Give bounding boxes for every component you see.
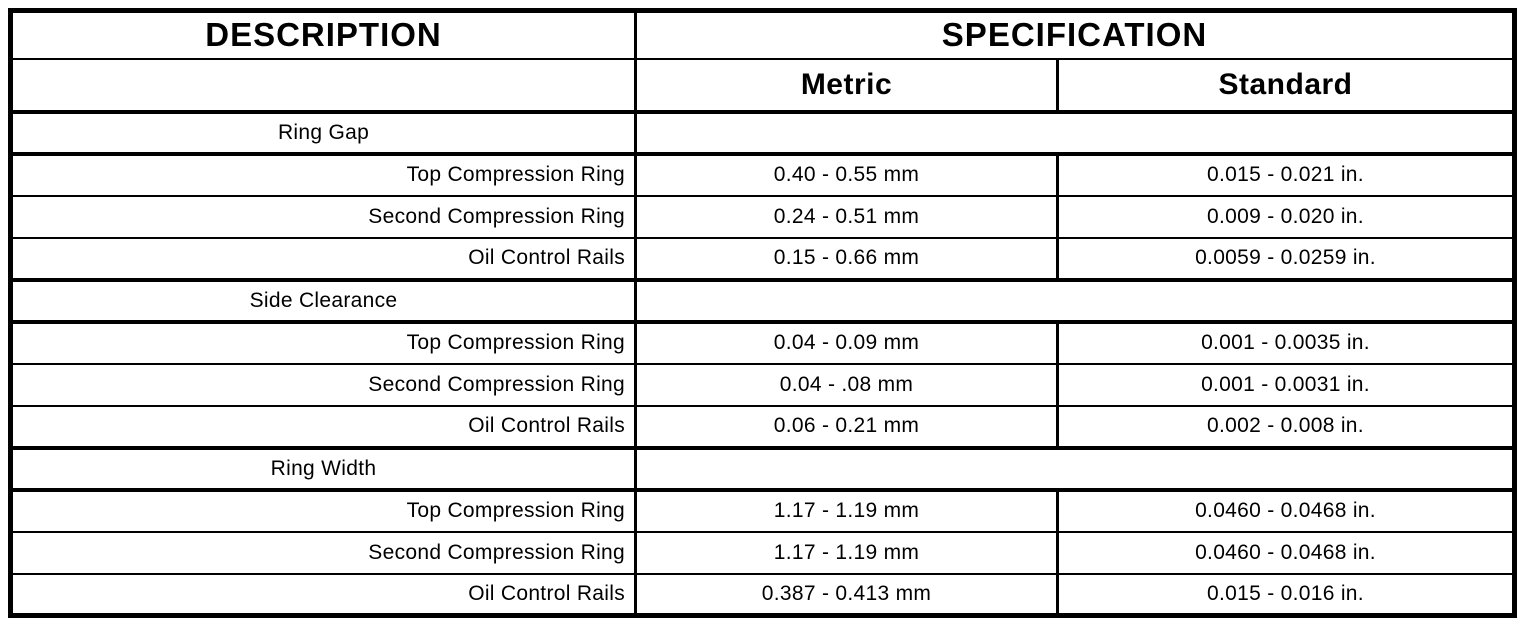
table-row: Top Compression Ring 0.04 - 0.09 mm 0.00… [10,319,1515,364]
standard-value: 0.001 - 0.0035 in. [1057,319,1515,364]
metric-value: 0.06 - 0.21 mm [635,404,1059,448]
section-title: Side Clearance [10,277,637,322]
metric-value: 0.04 - .08 mm [635,362,1059,406]
standard-value: 0.015 - 0.021 in. [1057,151,1515,196]
metric-value: 0.04 - 0.09 mm [635,319,1059,364]
subheader-row: Metric Standard [10,57,1515,112]
specification-header: SPECIFICATION [941,16,1208,54]
table-row: Second Compression Ring 1.17 - 1.19 mm 0… [10,530,1515,574]
header-row: DESCRIPTION SPECIFICATION [10,10,1515,59]
section-row-ring-width: Ring Width [10,445,1515,490]
empty-cell [635,277,1515,322]
standard-value: 0.0460 - 0.0468 in. [1057,487,1515,532]
metric-value: 1.17 - 1.19 mm [635,487,1059,532]
row-label: Second Compression Ring [10,530,637,574]
metric-value: 0.15 - 0.66 mm [635,236,1059,280]
standard-value: 0.015 - 0.016 in. [1057,572,1515,616]
table-row: Top Compression Ring 0.40 - 0.55 mm 0.01… [10,151,1515,196]
metric-value: 0.40 - 0.55 mm [635,151,1059,196]
standard-value: 0.009 - 0.020 in. [1057,194,1515,238]
row-label: Oil Control Rails [10,572,637,616]
table-row: Top Compression Ring 1.17 - 1.19 mm 0.04… [10,487,1515,532]
piston-ring-spec-table: DESCRIPTION SPECIFICATION Metric Standar… [8,8,1517,618]
standard-value: 0.0460 - 0.0468 in. [1057,530,1515,574]
empty-cell [10,57,637,112]
metric-value: 1.17 - 1.19 mm [635,530,1059,574]
metric-value: 0.387 - 0.413 mm [635,572,1059,616]
empty-cell [635,445,1515,490]
row-label: Oil Control Rails [10,236,637,280]
section-title: Ring Width [10,445,637,490]
section-row-side-clearance: Side Clearance [10,277,1515,322]
table-row: Second Compression Ring 0.04 - .08 mm 0.… [10,362,1515,406]
row-label: Top Compression Ring [10,151,637,196]
metric-value: 0.24 - 0.51 mm [635,194,1059,238]
table-row: Oil Control Rails 0.15 - 0.66 mm 0.0059 … [10,236,1515,280]
section-title: Ring Gap [10,109,637,154]
row-label: Second Compression Ring [10,194,637,238]
standard-value: 0.001 - 0.0031 in. [1057,362,1515,406]
table-row: Second Compression Ring 0.24 - 0.51 mm 0… [10,194,1515,238]
standard-value: 0.0059 - 0.0259 in. [1057,236,1515,280]
row-label: Second Compression Ring [10,362,637,406]
standard-header: Standard [1057,57,1515,112]
row-label: Top Compression Ring [10,487,637,532]
standard-value: 0.002 - 0.008 in. [1057,404,1515,448]
section-row-ring-gap: Ring Gap [10,109,1515,154]
row-label: Top Compression Ring [10,319,637,364]
row-label: Oil Control Rails [10,404,637,448]
empty-cell [635,109,1515,154]
metric-header: Metric [635,57,1059,112]
table-row: Oil Control Rails 0.387 - 0.413 mm 0.015… [10,572,1515,616]
description-header: DESCRIPTION [10,10,637,59]
table-row: Oil Control Rails 0.06 - 0.21 mm 0.002 -… [10,404,1515,448]
